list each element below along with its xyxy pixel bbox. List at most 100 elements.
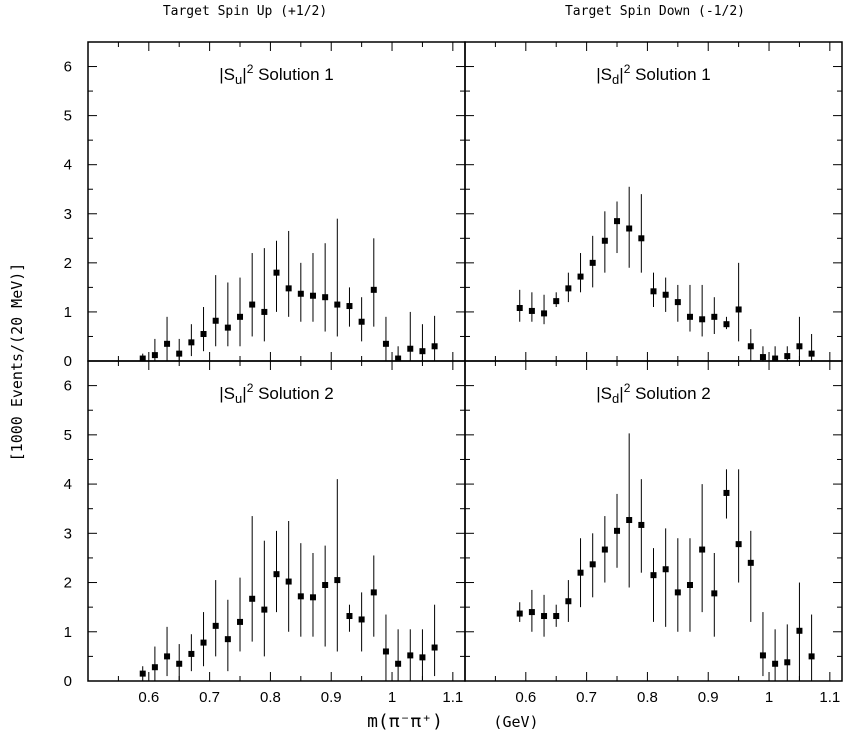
data-point bbox=[686, 582, 693, 588]
data-point bbox=[674, 589, 681, 596]
data-point bbox=[334, 577, 341, 584]
data-point bbox=[747, 343, 754, 350]
data-point bbox=[297, 593, 304, 600]
data-point bbox=[784, 353, 791, 360]
data-point bbox=[419, 348, 426, 355]
data-point bbox=[176, 660, 183, 667]
data-point bbox=[723, 321, 730, 328]
data-point bbox=[297, 290, 304, 297]
y-tick-label: 6 bbox=[64, 378, 72, 395]
data-point bbox=[151, 352, 158, 359]
y-tick-label: 2 bbox=[64, 255, 72, 272]
data-point bbox=[626, 225, 633, 232]
panel-frame bbox=[87, 360, 466, 682]
data-point bbox=[407, 652, 414, 659]
data-point bbox=[200, 331, 207, 338]
data-point bbox=[784, 659, 791, 666]
data-point bbox=[565, 285, 572, 292]
data-point bbox=[322, 294, 329, 301]
y-tick-label: 3 bbox=[64, 525, 72, 542]
x-tick-label: 0.6 bbox=[515, 689, 536, 706]
data-point bbox=[237, 313, 244, 320]
data-point bbox=[772, 355, 779, 362]
data-point bbox=[735, 306, 742, 313]
data-point bbox=[577, 569, 584, 576]
data-point bbox=[711, 590, 718, 597]
data-point bbox=[796, 343, 803, 350]
data-point bbox=[261, 606, 268, 613]
panel-1: 1 2 3 4 5 6 0 |Su|2 Solution 1 bbox=[64, 41, 466, 370]
x-tick-label: 1 bbox=[388, 689, 396, 706]
x-tick-label: 0.8 bbox=[260, 689, 281, 706]
panels-group: 1 2 3 4 5 6 0 |Su|2 Solution 1 |Sd|2 Solution 1 0… bbox=[64, 41, 843, 706]
data-point bbox=[176, 350, 183, 357]
data-point bbox=[249, 595, 256, 602]
y-tick-label: 4 bbox=[64, 157, 72, 174]
header-spin-down: Target Spin Down (-1/2) bbox=[565, 4, 745, 19]
y-tick-label: 6 bbox=[64, 59, 72, 76]
data-point bbox=[346, 613, 353, 620]
data-point bbox=[261, 308, 268, 315]
data-point bbox=[638, 235, 645, 242]
data-point bbox=[589, 561, 596, 568]
data-point bbox=[395, 660, 402, 667]
x-tick-label: 1.1 bbox=[819, 689, 840, 706]
data-point bbox=[188, 339, 195, 346]
data-point bbox=[200, 639, 207, 646]
x-axis-unit: (GeV) bbox=[493, 713, 538, 731]
x-tick-label: 0.8 bbox=[637, 689, 658, 706]
data-point bbox=[699, 546, 706, 553]
data-point bbox=[662, 566, 669, 573]
data-point bbox=[808, 653, 815, 660]
panel-3: 0 1 2 3 4 5 6 0.6 0.7 0.8 0.9 1 1.1 |Su|2 Solution 2 bbox=[64, 360, 466, 706]
data-point bbox=[565, 598, 572, 605]
data-point bbox=[224, 324, 231, 331]
data-point bbox=[796, 627, 803, 634]
data-point bbox=[224, 636, 231, 643]
data-point bbox=[237, 618, 244, 625]
data-point bbox=[212, 317, 219, 324]
data-point bbox=[686, 313, 693, 320]
data-point bbox=[370, 286, 377, 293]
data-point bbox=[541, 310, 548, 317]
x-tick-label: 1 bbox=[765, 689, 773, 706]
data-point bbox=[808, 350, 815, 357]
data-point bbox=[626, 517, 633, 524]
data-point bbox=[528, 307, 535, 314]
data-point bbox=[747, 559, 754, 566]
data-point bbox=[188, 650, 195, 657]
data-point bbox=[212, 622, 219, 629]
data-point bbox=[419, 654, 426, 661]
data-point bbox=[164, 653, 171, 660]
panel-frame bbox=[464, 360, 843, 682]
y-tick-label: 5 bbox=[64, 108, 72, 125]
data-point bbox=[358, 616, 365, 623]
data-point bbox=[407, 345, 414, 352]
x-tick-label: 0.7 bbox=[199, 689, 220, 706]
data-point bbox=[273, 571, 280, 578]
panel-title: |Su|2 Solution 1 bbox=[219, 62, 333, 87]
y-tick-label: 1 bbox=[64, 624, 72, 641]
data-point bbox=[759, 652, 766, 659]
data-point bbox=[601, 237, 608, 244]
header-spin-up: Target Spin Up (+1/2) bbox=[163, 4, 327, 19]
data-point bbox=[699, 316, 706, 323]
data-point bbox=[164, 340, 171, 347]
data-point bbox=[553, 613, 560, 620]
data-point bbox=[577, 273, 584, 280]
data-point bbox=[358, 318, 365, 325]
data-point bbox=[431, 644, 438, 651]
x-tick-label: 0.9 bbox=[321, 689, 342, 706]
data-point bbox=[139, 355, 146, 362]
data-point bbox=[614, 527, 621, 534]
data-point bbox=[516, 304, 523, 311]
data-point bbox=[382, 648, 389, 655]
y-tick-label: 5 bbox=[64, 427, 72, 444]
data-point bbox=[334, 301, 341, 308]
data-point bbox=[516, 610, 523, 617]
data-point bbox=[601, 546, 608, 553]
data-point bbox=[139, 670, 146, 677]
x-tick-label: 0.6 bbox=[138, 689, 159, 706]
data-point bbox=[322, 582, 329, 588]
data-point bbox=[285, 578, 292, 585]
